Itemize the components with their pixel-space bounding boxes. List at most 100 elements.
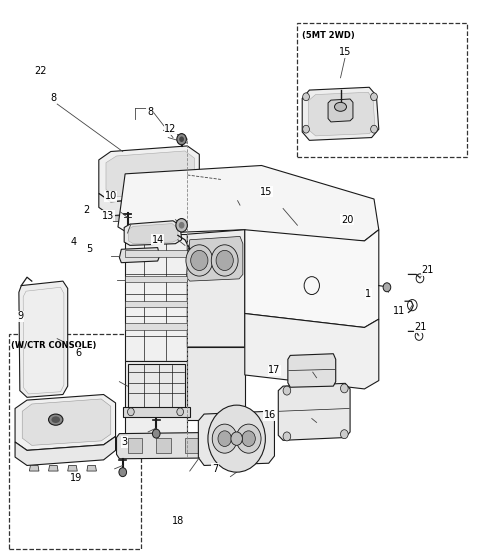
Polygon shape — [48, 465, 58, 471]
Polygon shape — [156, 437, 170, 453]
Circle shape — [340, 384, 348, 393]
Text: 18: 18 — [172, 516, 184, 526]
Polygon shape — [132, 216, 142, 221]
Circle shape — [383, 283, 391, 292]
Polygon shape — [187, 347, 245, 419]
Polygon shape — [128, 364, 185, 408]
Circle shape — [177, 134, 186, 145]
Circle shape — [186, 245, 213, 276]
Text: 19: 19 — [70, 473, 83, 483]
Polygon shape — [152, 216, 161, 221]
Polygon shape — [125, 234, 187, 361]
Circle shape — [177, 408, 183, 416]
Polygon shape — [168, 180, 252, 220]
Polygon shape — [68, 465, 77, 471]
Text: 8: 8 — [50, 94, 57, 104]
Polygon shape — [125, 323, 187, 330]
Circle shape — [211, 245, 238, 276]
Text: 21: 21 — [415, 323, 427, 333]
Text: 7: 7 — [212, 464, 218, 474]
Polygon shape — [245, 314, 379, 389]
Text: 8: 8 — [147, 108, 153, 118]
Polygon shape — [124, 221, 181, 245]
Polygon shape — [117, 432, 257, 459]
Circle shape — [371, 93, 377, 101]
Ellipse shape — [48, 414, 63, 425]
Circle shape — [283, 432, 291, 441]
Circle shape — [208, 405, 265, 472]
Polygon shape — [15, 394, 116, 450]
Text: 21: 21 — [421, 265, 434, 275]
Circle shape — [242, 431, 255, 446]
Bar — [298, 23, 468, 157]
Polygon shape — [214, 437, 228, 453]
Polygon shape — [245, 230, 379, 328]
Circle shape — [236, 424, 261, 453]
Polygon shape — [302, 87, 379, 141]
Bar — [9, 334, 141, 549]
Text: 10: 10 — [105, 191, 117, 201]
Polygon shape — [15, 436, 116, 465]
Circle shape — [218, 431, 231, 446]
Circle shape — [340, 430, 348, 438]
Polygon shape — [19, 281, 68, 397]
Text: 17: 17 — [268, 366, 281, 376]
Circle shape — [303, 125, 310, 133]
Polygon shape — [120, 248, 159, 263]
Polygon shape — [186, 236, 243, 281]
Text: 6: 6 — [75, 348, 81, 358]
Polygon shape — [125, 276, 187, 282]
Text: 2: 2 — [83, 205, 89, 215]
Polygon shape — [99, 146, 199, 202]
Text: 4: 4 — [71, 237, 76, 247]
Circle shape — [303, 93, 310, 101]
Circle shape — [371, 125, 377, 133]
Polygon shape — [125, 250, 187, 257]
Circle shape — [179, 137, 184, 142]
Polygon shape — [22, 399, 111, 445]
Text: 15: 15 — [260, 186, 273, 197]
Polygon shape — [240, 192, 306, 228]
Circle shape — [153, 429, 160, 438]
Text: 13: 13 — [102, 211, 115, 221]
Polygon shape — [235, 188, 310, 232]
Text: (5MT 2WD): (5MT 2WD) — [302, 31, 355, 40]
Circle shape — [231, 432, 242, 445]
Text: 15: 15 — [339, 47, 351, 57]
Polygon shape — [113, 216, 123, 221]
Polygon shape — [29, 465, 39, 471]
Polygon shape — [187, 230, 245, 347]
Polygon shape — [185, 437, 199, 453]
Polygon shape — [328, 99, 353, 122]
Polygon shape — [118, 166, 379, 241]
Polygon shape — [129, 223, 179, 244]
Text: 9: 9 — [18, 311, 24, 321]
Text: 16: 16 — [264, 410, 276, 420]
Polygon shape — [128, 437, 142, 453]
Text: 5: 5 — [86, 244, 92, 254]
Polygon shape — [123, 407, 190, 417]
Circle shape — [176, 218, 187, 232]
Text: 1: 1 — [365, 289, 372, 299]
Polygon shape — [198, 411, 275, 465]
Polygon shape — [288, 354, 336, 388]
Polygon shape — [125, 361, 187, 433]
Polygon shape — [162, 175, 257, 224]
Text: 20: 20 — [341, 214, 353, 225]
Polygon shape — [278, 384, 350, 440]
Polygon shape — [106, 151, 194, 197]
Text: 12: 12 — [165, 124, 177, 134]
Circle shape — [119, 468, 127, 477]
Polygon shape — [87, 465, 96, 471]
Polygon shape — [170, 216, 180, 221]
Circle shape — [212, 424, 237, 453]
Text: 3: 3 — [121, 437, 127, 447]
Ellipse shape — [51, 416, 60, 423]
Text: (W/CTR CONSOLE): (W/CTR CONSOLE) — [11, 341, 96, 350]
Text: 11: 11 — [393, 306, 405, 316]
Polygon shape — [309, 92, 375, 136]
Circle shape — [179, 222, 184, 228]
Text: 22: 22 — [34, 66, 47, 76]
Circle shape — [283, 386, 291, 395]
Ellipse shape — [335, 102, 347, 111]
